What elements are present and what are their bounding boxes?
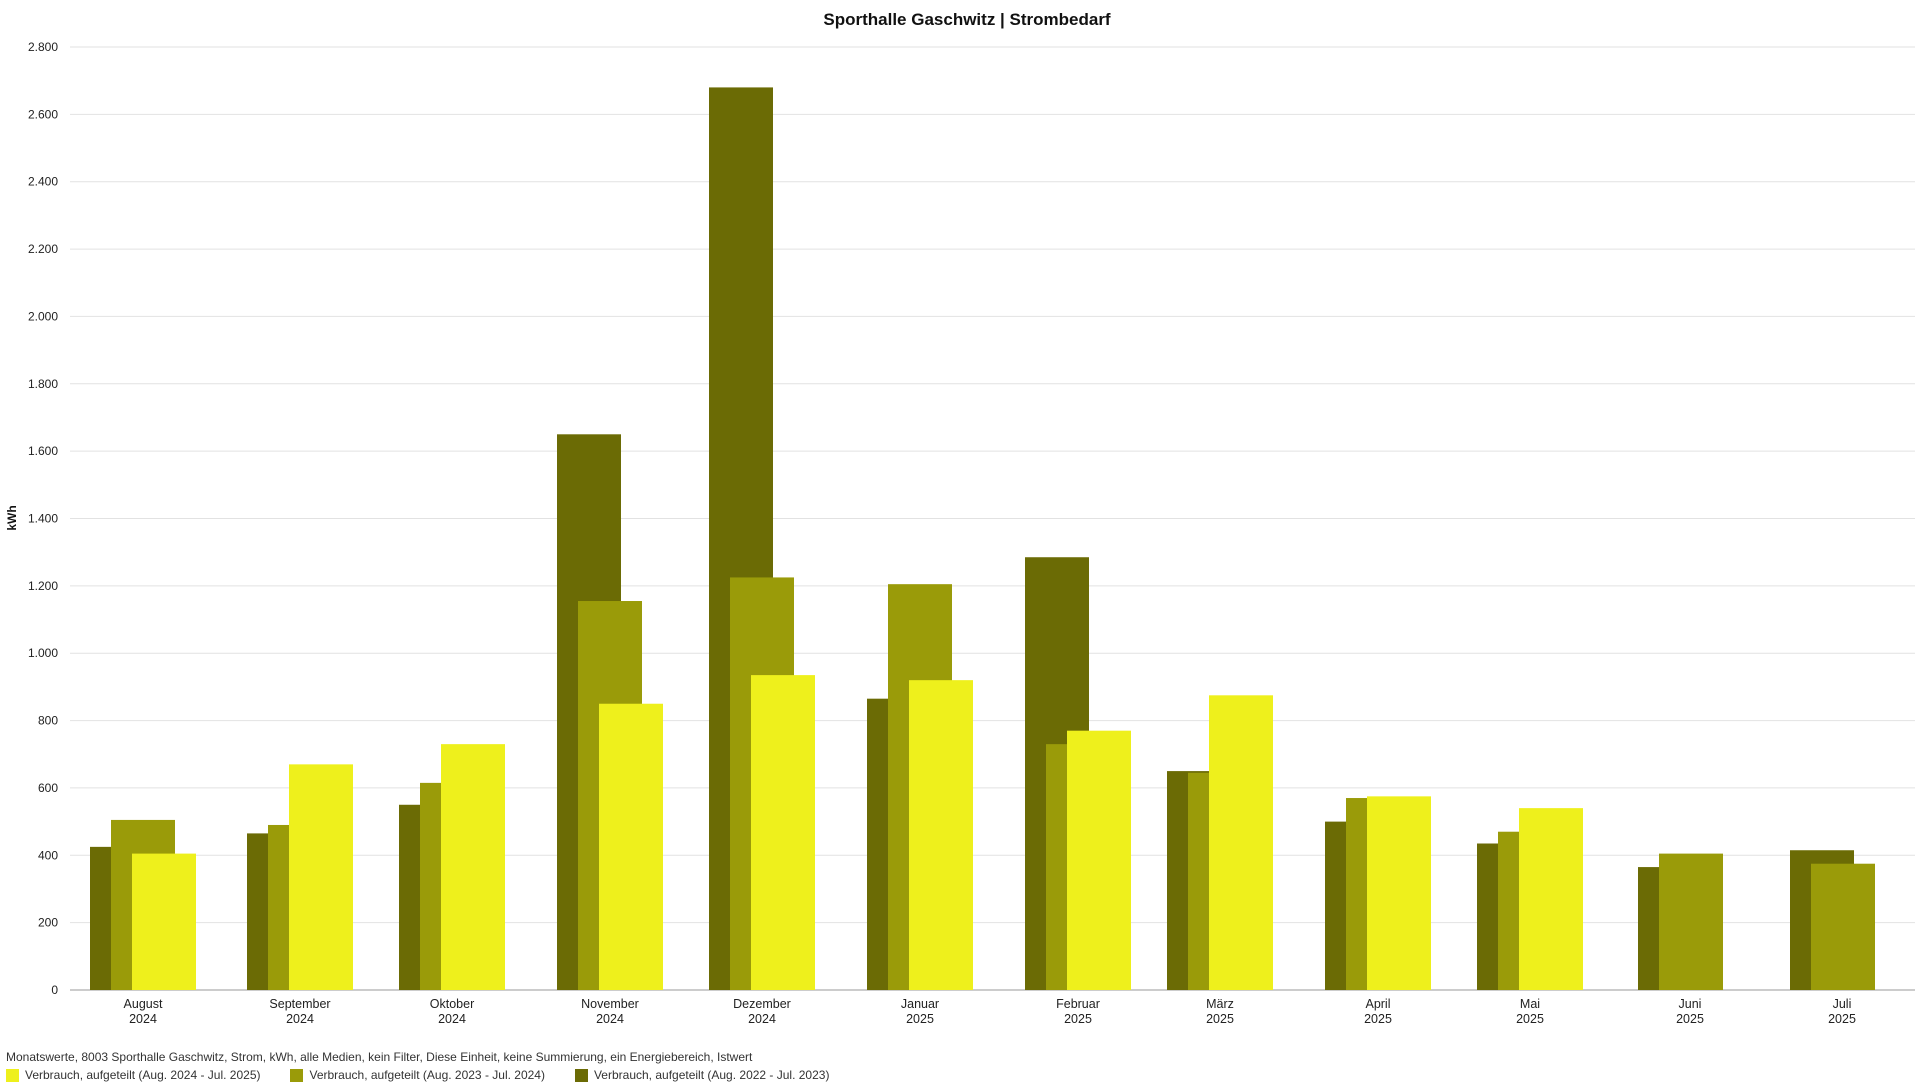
y-tick-label: 800 (38, 714, 58, 728)
x-tick-label-month: September (269, 997, 330, 1011)
x-tick-label-month: August (124, 997, 163, 1011)
y-tick-label: 1.000 (28, 646, 58, 660)
legend-swatch (574, 1068, 588, 1082)
y-tick-label: 2.600 (28, 107, 58, 121)
legend-swatch (290, 1068, 304, 1082)
y-tick-label: 0 (51, 983, 58, 997)
y-axis-label: kWh (5, 505, 19, 530)
x-tick-label-month: Januar (901, 997, 939, 1011)
y-tick-label: 2.000 (28, 309, 58, 323)
y-tick-label: 1.400 (28, 512, 58, 526)
y-tick-label: 600 (38, 781, 58, 795)
x-tick-label-year: 2025 (906, 1012, 934, 1026)
y-tick-label: 400 (38, 848, 58, 862)
legend-item[interactable]: Verbrauch, aufgeteilt (Aug. 2022 - Jul. … (574, 1068, 830, 1082)
legend-item[interactable]: Verbrauch, aufgeteilt (Aug. 2024 - Jul. … (6, 1068, 260, 1082)
x-tick-label-month: April (1365, 997, 1390, 1011)
chart-title: Sporthalle Gaschwitz | Strombedarf (823, 10, 1111, 29)
x-tick-label-month: Juni (1679, 997, 1702, 1011)
bar-2024-2025[interactable] (909, 680, 973, 990)
y-tick-label: 2.800 (28, 40, 58, 54)
bar-2024-2025[interactable] (132, 853, 196, 990)
legend-swatch (6, 1068, 19, 1082)
x-tick-label-year: 2025 (1364, 1012, 1392, 1026)
y-tick-label: 2.200 (28, 242, 58, 256)
y-tick-label: 1.600 (28, 444, 58, 458)
x-tick-label-year: 2025 (1828, 1012, 1856, 1026)
x-tick-label-year: 2024 (748, 1012, 776, 1026)
x-tick-label-month: Februar (1056, 997, 1100, 1011)
bar-2023-2024[interactable] (1659, 853, 1723, 990)
x-tick-label-year: 2025 (1064, 1012, 1092, 1026)
y-tick-label: 1.200 (28, 579, 58, 593)
bar-2024-2025[interactable] (1367, 796, 1431, 990)
x-tick-label-month: Juli (1833, 997, 1852, 1011)
x-tick-label-month: Oktober (430, 997, 474, 1011)
y-tick-label: 200 (38, 916, 58, 930)
x-axis-ticks: August2024September2024Oktober2024Novemb… (124, 997, 1856, 1026)
x-tick-label-year: 2024 (286, 1012, 314, 1026)
x-tick-label-year: 2025 (1206, 1012, 1234, 1026)
chart: Sporthalle Gaschwitz | Strombedarf kWh 0… (5, 10, 1915, 1026)
x-tick-label-month: November (581, 997, 639, 1011)
y-tick-label: 2.400 (28, 175, 58, 189)
bar-2024-2025[interactable] (599, 703, 663, 990)
x-tick-label-year: 2025 (1516, 1012, 1544, 1026)
bar-2024-2025[interactable] (1519, 808, 1583, 990)
y-tick-label: 1.800 (28, 377, 58, 391)
x-tick-label-month: Mai (1520, 997, 1540, 1011)
bar-2024-2025[interactable] (1067, 730, 1131, 990)
legend: Verbrauch, aufgeteilt (Aug. 2024 - Jul. … (6, 1068, 829, 1082)
bar-2024-2025[interactable] (751, 675, 815, 990)
x-tick-label-year: 2024 (438, 1012, 466, 1026)
x-tick-label-year: 2025 (1676, 1012, 1704, 1026)
bar-2023-2024[interactable] (1811, 863, 1875, 990)
legend-item[interactable]: Verbrauch, aufgeteilt (Aug. 2023 - Jul. … (290, 1068, 545, 1082)
bar-2024-2025[interactable] (441, 744, 505, 990)
x-tick-label-year: 2024 (596, 1012, 624, 1026)
legend-label: Verbrauch, aufgeteilt (Aug. 2022 - Jul. … (593, 1068, 830, 1082)
x-tick-label-month: März (1206, 997, 1234, 1011)
legend-label: Verbrauch, aufgeteilt (Aug. 2023 - Jul. … (309, 1068, 545, 1082)
bar-2024-2025[interactable] (289, 764, 353, 990)
x-tick-label-month: Dezember (733, 997, 791, 1011)
bars (90, 87, 1875, 990)
y-axis-ticks: 0 200 400 600 800 1.000 1.200 1.400 1.600 1.800 2.… (28, 40, 58, 997)
grid (70, 46, 1915, 991)
legend-label: Verbrauch, aufgeteilt (Aug. 2024 - Jul. … (25, 1068, 261, 1082)
bar-2024-2025[interactable] (1209, 695, 1273, 990)
chart-footer-description: Monatswerte, 8003 Sporthalle Gaschwitz, … (6, 1050, 753, 1064)
x-tick-label-year: 2024 (129, 1012, 157, 1026)
